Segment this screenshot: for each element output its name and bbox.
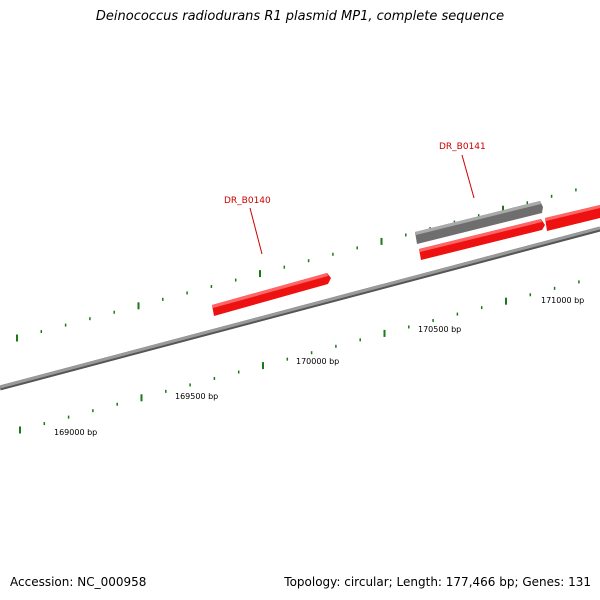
accession-label: Accession: NC_000958 — [10, 575, 147, 589]
gene-gray[interactable] — [415, 201, 543, 244]
scale-label-169500: 169500 bp — [175, 392, 218, 401]
gene-partial-right[interactable] — [545, 205, 600, 231]
sequence-backbone — [0, 226, 600, 391]
gene-dr-b0141[interactable] — [419, 219, 545, 260]
gene-label-dr-b0140: DR_B0140 — [224, 196, 271, 206]
gene-label-dr-b0141: DR_B0141 — [439, 142, 486, 152]
tick-row-upper — [16, 188, 577, 342]
gene-dr-b0140[interactable] — [212, 273, 331, 316]
gene-label-leader-dr-b0140 — [249, 207, 263, 255]
tick-row-lower — [19, 280, 580, 434]
map-title: Deinococcus radiodurans R1 plasmid MP1, … — [95, 9, 505, 24]
scale-label-169000: 169000 bp — [54, 428, 97, 437]
scale-label-170500: 170500 bp — [418, 325, 461, 334]
scale-label-171000: 171000 bp — [541, 296, 584, 305]
scale-label-170000: 170000 bp — [296, 357, 339, 366]
gene-label-leader-dr-b0141 — [461, 154, 475, 199]
map-summary: Topology: circular; Length: 177,466 bp; … — [284, 575, 591, 589]
